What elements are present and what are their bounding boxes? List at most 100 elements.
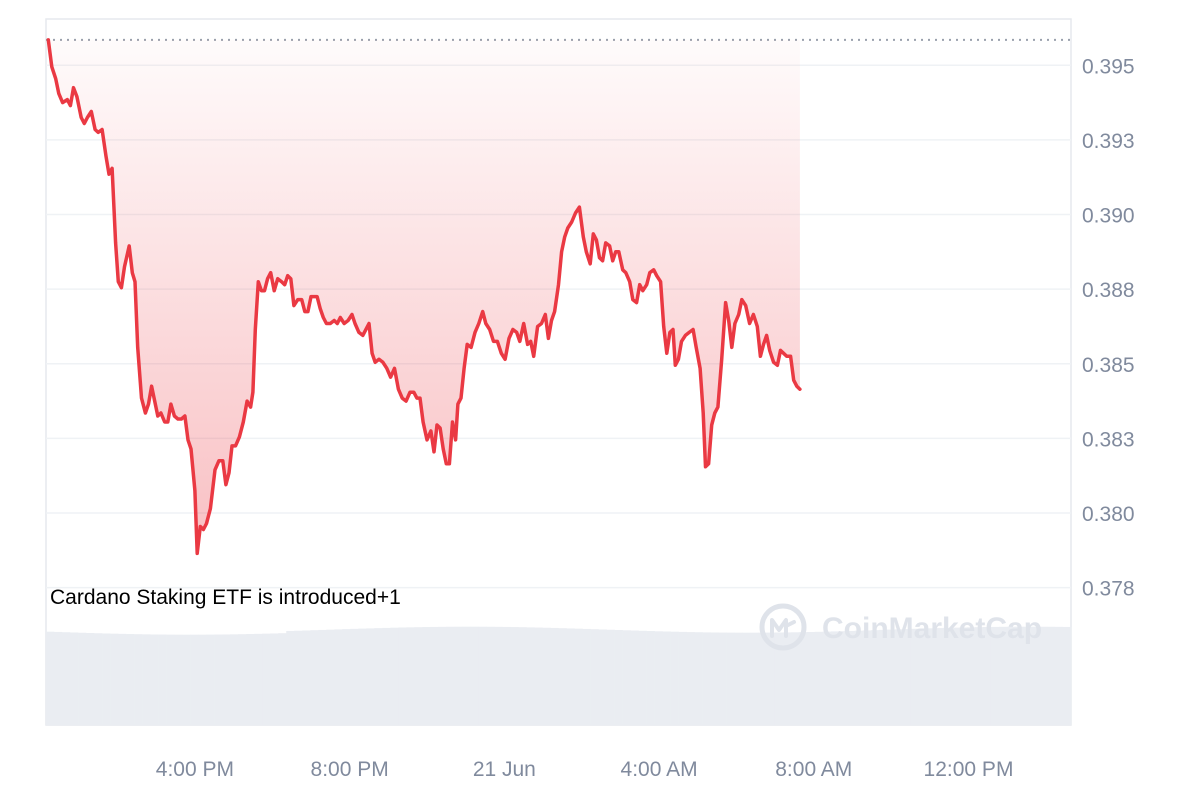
volume-bar bbox=[1038, 626, 1048, 725]
volume-bar bbox=[574, 628, 583, 725]
volume-bar bbox=[638, 630, 647, 725]
volume-bar bbox=[118, 633, 127, 725]
volume-bar bbox=[606, 629, 615, 725]
volume-bar bbox=[1006, 626, 1016, 725]
volume-bar bbox=[1014, 626, 1024, 725]
price-line[interactable] bbox=[46, 38, 802, 556]
volume-bar bbox=[294, 630, 303, 725]
volume-bar bbox=[302, 630, 311, 725]
volume-bar bbox=[662, 631, 671, 725]
volume-bar bbox=[214, 634, 223, 725]
y-axis-tick-labels: 0.395 0.393 0.390 0.388 0.385 0.383 0.380 0.378 bbox=[1082, 55, 1135, 600]
volume-bar bbox=[678, 631, 687, 725]
x-tick-label: 4:00 AM bbox=[621, 758, 698, 781]
y-tick-label: 0.395 bbox=[1082, 55, 1135, 78]
volume-bar bbox=[974, 627, 984, 725]
volume-bar bbox=[646, 631, 655, 725]
y-tick-label: 0.378 bbox=[1082, 578, 1135, 601]
volume-bar bbox=[270, 633, 279, 725]
volume-bar bbox=[438, 626, 447, 725]
volume-bar bbox=[254, 633, 263, 725]
volume-bar bbox=[366, 628, 375, 725]
volume-bar bbox=[406, 627, 415, 725]
volume-bar bbox=[526, 627, 535, 725]
y-tick-label: 0.388 bbox=[1082, 279, 1135, 302]
volume-bar bbox=[382, 627, 391, 725]
volume-bar bbox=[182, 634, 191, 725]
volume-bar bbox=[390, 627, 399, 725]
volume-bar bbox=[1062, 626, 1072, 725]
volume-bar bbox=[582, 628, 591, 725]
volume-bar bbox=[966, 627, 976, 725]
volume-bar bbox=[534, 627, 543, 725]
volume-bar bbox=[422, 627, 431, 725]
volume-bar bbox=[230, 634, 239, 725]
volume-bar bbox=[990, 626, 1000, 725]
volume-bar bbox=[750, 632, 759, 725]
volume-bar bbox=[94, 633, 103, 725]
x-tick-label: 8:00 PM bbox=[311, 758, 389, 781]
volume-bar bbox=[398, 627, 407, 725]
volume-bar bbox=[590, 629, 599, 725]
y-tick-label: 0.390 bbox=[1082, 205, 1135, 228]
volume-bar bbox=[1054, 626, 1064, 725]
x-tick-label: 4:00 PM bbox=[156, 758, 234, 781]
volume-bar bbox=[502, 626, 511, 725]
volume-bar bbox=[654, 631, 663, 725]
volume-bar bbox=[718, 632, 727, 725]
volume-bar bbox=[894, 629, 904, 725]
volume-bar bbox=[622, 630, 631, 725]
volume-bar bbox=[982, 627, 992, 725]
volume-bar bbox=[566, 628, 575, 725]
volume-bar bbox=[86, 632, 95, 725]
volume-bar bbox=[670, 631, 679, 725]
volume-bar bbox=[542, 627, 551, 725]
volume-bar bbox=[158, 634, 167, 725]
volume-bar bbox=[950, 627, 960, 725]
volume-bar bbox=[110, 633, 119, 725]
volume-bar bbox=[246, 634, 255, 725]
volume-bar bbox=[782, 632, 792, 725]
volume-bar bbox=[510, 627, 519, 725]
volume-bar bbox=[854, 630, 864, 725]
volume-bar bbox=[326, 629, 335, 725]
price-area-fill bbox=[48, 39, 800, 554]
watermark-text: CoinMarketCap bbox=[822, 612, 1042, 645]
volume-bar bbox=[286, 630, 295, 725]
y-tick-label: 0.380 bbox=[1082, 503, 1135, 526]
volume-bar bbox=[878, 629, 888, 725]
volume-bar bbox=[238, 634, 247, 725]
volume-bar bbox=[1046, 626, 1056, 725]
volume-bar bbox=[374, 628, 383, 725]
volume-bar bbox=[62, 632, 71, 725]
volume-bar bbox=[790, 632, 800, 725]
coinmarketcap-logo-icon bbox=[759, 603, 807, 651]
volume-bar bbox=[926, 628, 936, 725]
volume-bar bbox=[278, 633, 287, 725]
volume-bar bbox=[814, 631, 824, 725]
volume-bar bbox=[318, 629, 327, 725]
volume-bar bbox=[774, 632, 784, 725]
volume-bar bbox=[806, 631, 816, 725]
volume-bar bbox=[150, 634, 159, 725]
volume-bar bbox=[558, 628, 567, 725]
volume-bar bbox=[758, 632, 768, 725]
volume-bar bbox=[70, 632, 79, 725]
volume-bar bbox=[310, 630, 319, 725]
volume-bar bbox=[726, 632, 735, 725]
volume-bar bbox=[134, 634, 143, 725]
volume-bar bbox=[78, 632, 87, 725]
volume-bar bbox=[710, 632, 719, 725]
event-annotation[interactable]: Cardano Staking ETF is introduced+1 bbox=[50, 586, 401, 609]
volume-bar bbox=[342, 629, 351, 725]
volume-bar bbox=[222, 634, 231, 725]
volume-bar bbox=[766, 632, 776, 725]
volume-bar bbox=[358, 628, 367, 725]
volume-bar bbox=[550, 627, 559, 725]
volume-bar bbox=[598, 629, 607, 725]
volume-bar bbox=[126, 634, 135, 725]
volume-bar bbox=[918, 628, 928, 725]
volume-bar bbox=[414, 627, 423, 725]
coinmarketcap-watermark: CoinMarketCap bbox=[759, 603, 1042, 651]
